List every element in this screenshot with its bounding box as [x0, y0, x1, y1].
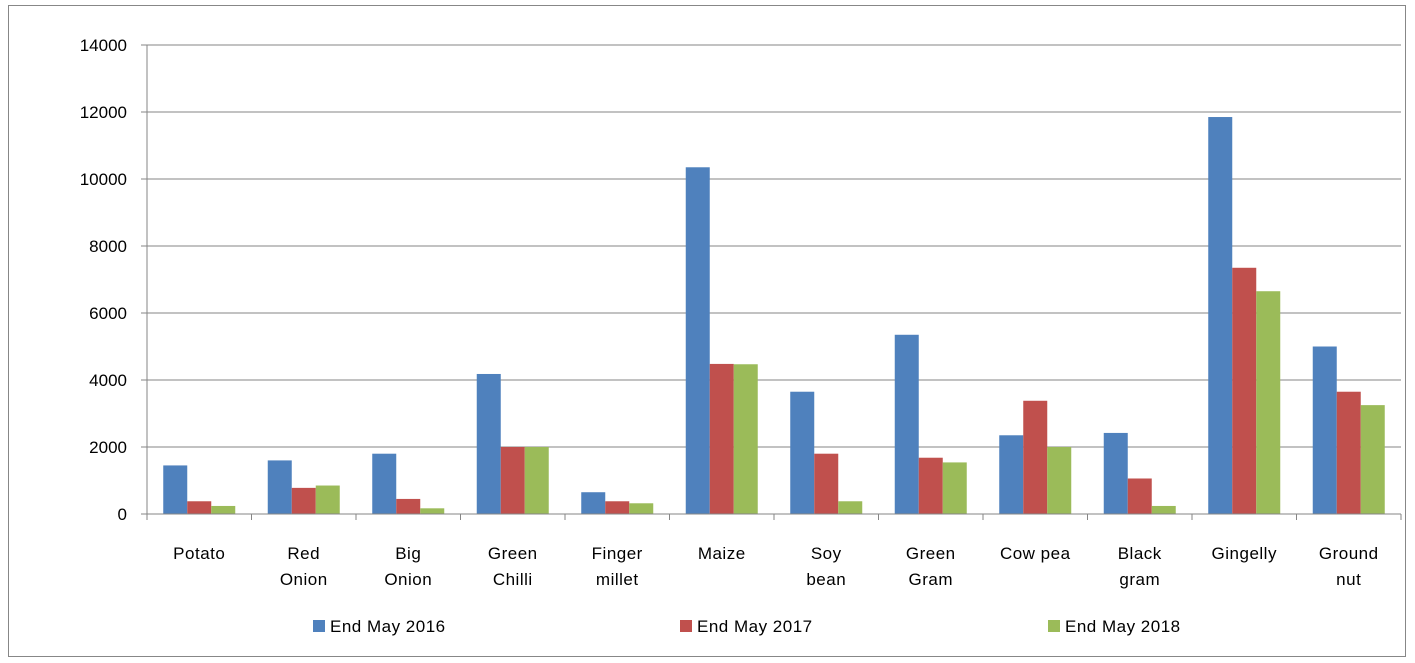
x-category-label: Maize — [698, 544, 746, 563]
bar — [1047, 447, 1072, 514]
axes — [141, 44, 1402, 520]
bar — [500, 447, 525, 514]
bar — [581, 492, 606, 514]
bar — [942, 462, 967, 514]
bar — [1312, 346, 1337, 514]
bar — [1127, 478, 1152, 514]
y-tick-label: 14000 — [80, 36, 127, 55]
y-tick-label: 10000 — [80, 170, 127, 189]
bar — [838, 501, 863, 514]
x-category-label: Big — [395, 544, 421, 563]
bar — [1208, 117, 1233, 515]
y-tick-label: 12000 — [80, 103, 127, 122]
bar — [1360, 405, 1385, 514]
x-category-label: Chilli — [493, 570, 533, 589]
y-tick-label: 2000 — [89, 438, 127, 457]
bar — [372, 453, 397, 514]
bar — [476, 373, 501, 514]
x-category-label: Onion — [280, 570, 328, 589]
legend-swatch — [313, 620, 325, 632]
x-category-label: bean — [806, 570, 846, 589]
y-tick-label: 0 — [118, 505, 127, 524]
legend-label: End May 2017 — [697, 617, 813, 636]
x-category-labels: Potato Red Onion Big Onion Green Chilli Finger m… — [173, 544, 1378, 589]
y-tick-label: 8000 — [89, 237, 127, 256]
bar — [291, 487, 316, 514]
gridlines — [147, 44, 1401, 448]
x-category-label: Soy — [811, 544, 842, 563]
legend-label: End May 2018 — [1065, 617, 1181, 636]
bar — [211, 505, 236, 514]
x-category-label: Onion — [384, 570, 432, 589]
x-category-label: Green — [488, 544, 538, 563]
x-category-label: Green — [906, 544, 956, 563]
x-category-label: nut — [1336, 570, 1361, 589]
bar — [420, 508, 445, 514]
legend-swatch — [1048, 620, 1060, 632]
bar — [1103, 432, 1128, 514]
bar — [790, 391, 815, 514]
x-category-label: gram — [1119, 570, 1160, 589]
bar — [187, 501, 212, 514]
bar — [1023, 400, 1048, 514]
bar — [733, 364, 758, 514]
chart-frame: 0 2000 4000 6000 8000 10000 12000 14000 Potato R… — [8, 5, 1406, 657]
y-tick-label: 6000 — [89, 304, 127, 323]
x-category-label: Gingelly — [1212, 544, 1277, 563]
legend: End May 2016 End May 2017 End May 2018 — [313, 617, 1181, 636]
bar — [1151, 505, 1176, 514]
x-category-label: Cow pea — [1000, 544, 1071, 563]
bar — [315, 485, 340, 514]
bar — [1336, 391, 1361, 514]
bar — [814, 453, 839, 514]
x-category-label: Ground — [1319, 544, 1379, 563]
x-category-label: millet — [596, 570, 639, 589]
bar — [1232, 267, 1257, 514]
bar — [267, 460, 292, 514]
bar — [396, 498, 421, 514]
bar — [685, 167, 710, 514]
bars — [163, 117, 1385, 515]
x-category-label: Gram — [909, 570, 954, 589]
x-category-label: Finger — [592, 544, 643, 563]
x-category-label: Black — [1118, 544, 1162, 563]
bar — [709, 363, 734, 514]
y-tick-labels: 0 2000 4000 6000 8000 10000 12000 14000 — [80, 36, 127, 524]
legend-swatch — [680, 620, 692, 632]
x-category-label: Red — [287, 544, 320, 563]
y-tick-label: 4000 — [89, 371, 127, 390]
bar — [894, 334, 919, 514]
x-category-label: Potato — [173, 544, 225, 563]
bar — [163, 465, 188, 514]
bar — [999, 435, 1024, 514]
legend-label: End May 2016 — [330, 617, 446, 636]
bar-chart: 0 2000 4000 6000 8000 10000 12000 14000 Potato R… — [80, 36, 1402, 636]
bar — [605, 501, 630, 514]
bar — [524, 447, 549, 514]
bar — [1256, 291, 1281, 514]
bar — [918, 457, 943, 514]
bar — [629, 503, 654, 514]
